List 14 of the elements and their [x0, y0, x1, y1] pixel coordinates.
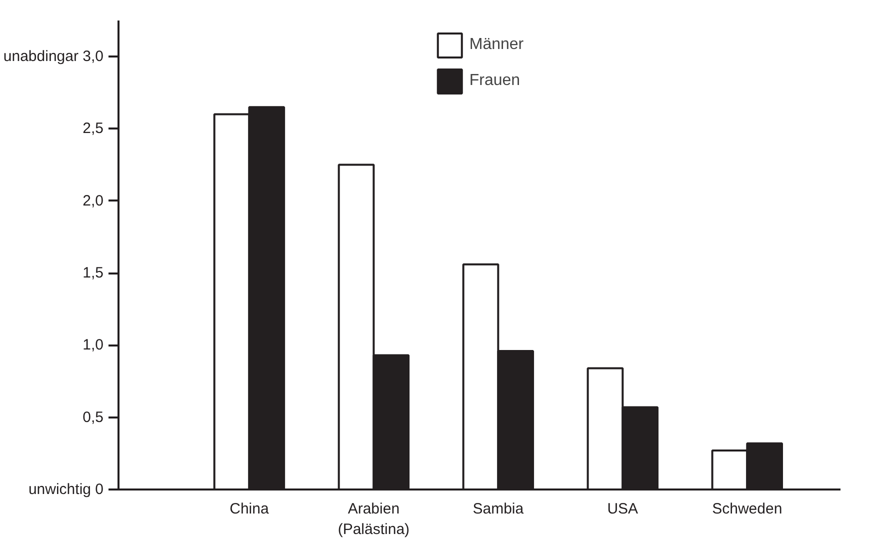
y-tick-label: 2,5 — [82, 120, 104, 138]
legend-label: Frauen — [469, 72, 520, 90]
legend-label: Männer — [469, 36, 524, 54]
y-tick-label: 0,5 — [82, 408, 104, 426]
y-tick-label: 1,0 — [82, 336, 104, 354]
y-tick-label: unabdingar 3,0 — [3, 48, 104, 66]
x-tick-label: Schweden — [712, 500, 782, 518]
y-tick-label: unwichtig 0 — [28, 481, 104, 498]
x-tick-label: Sambia — [472, 500, 524, 518]
x-tick-label: Arabien (Palästina) — [338, 500, 410, 538]
y-tick-label: 2,0 — [82, 192, 104, 210]
y-tick-label: 1,5 — [82, 264, 104, 282]
x-tick-label: China — [230, 500, 270, 518]
x-tick-label: USA — [607, 500, 638, 518]
